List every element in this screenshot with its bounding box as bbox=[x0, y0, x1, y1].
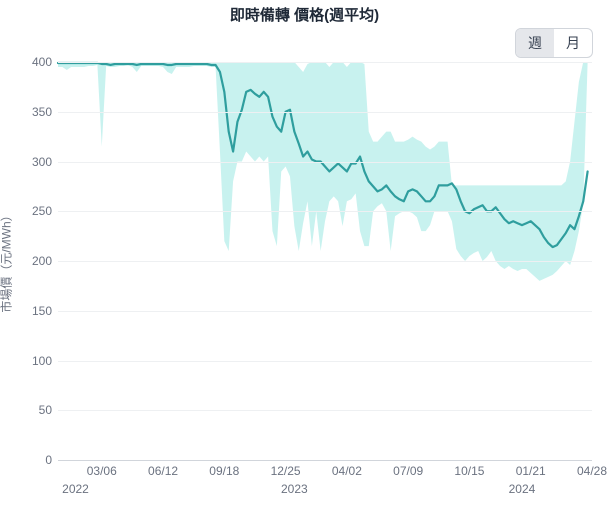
gridline bbox=[58, 62, 592, 63]
y-tick-label: 300 bbox=[32, 155, 58, 169]
gridline bbox=[58, 460, 592, 461]
gridline bbox=[58, 211, 592, 212]
gridline bbox=[58, 410, 592, 411]
x-tick-label: 10/15 bbox=[454, 460, 484, 478]
x-tick-label: 01/21 bbox=[516, 460, 546, 478]
x-tick-label: 06/12 bbox=[148, 460, 178, 478]
x-tick-label: 07/09 bbox=[393, 460, 423, 478]
toggle-month[interactable]: 月 bbox=[554, 29, 592, 57]
gridline bbox=[58, 311, 592, 312]
y-tick-label: 50 bbox=[39, 403, 58, 417]
x-tick-label: 12/25 bbox=[271, 460, 301, 478]
x-tick-label: 03/06 bbox=[87, 460, 117, 478]
y-tick-label: 200 bbox=[32, 254, 58, 268]
x-year-label: 2023 bbox=[281, 482, 308, 496]
gridline bbox=[58, 162, 592, 163]
x-tick-label: 09/18 bbox=[209, 460, 239, 478]
gridline bbox=[58, 112, 592, 113]
chart-title: 即時備轉 價格(週平均) bbox=[0, 4, 609, 25]
gridline bbox=[58, 361, 592, 362]
toggle-week[interactable]: 週 bbox=[516, 29, 554, 57]
y-tick-label: 400 bbox=[32, 55, 58, 69]
range-band bbox=[58, 62, 588, 281]
gridline bbox=[58, 261, 592, 262]
y-tick-label: 350 bbox=[32, 105, 58, 119]
plot-area: 05010015020025030035040003/0606/1209/181… bbox=[58, 62, 592, 460]
x-tick-label: 04/02 bbox=[332, 460, 362, 478]
y-tick-label: 150 bbox=[32, 304, 58, 318]
chart-container: 即時備轉 價格(週平均) 週 月 市場價（元/MWh） 050100150200… bbox=[0, 0, 609, 505]
x-year-label: 2022 bbox=[62, 482, 89, 496]
y-tick-label: 250 bbox=[32, 204, 58, 218]
x-tick-label: 04/28 bbox=[577, 460, 607, 478]
y-tick-label: 0 bbox=[45, 453, 58, 467]
y-tick-label: 100 bbox=[32, 354, 58, 368]
y-axis-label: 市場價（元/MWh） bbox=[0, 209, 15, 312]
period-toggle: 週 月 bbox=[515, 28, 593, 58]
x-year-label: 2024 bbox=[509, 482, 536, 496]
